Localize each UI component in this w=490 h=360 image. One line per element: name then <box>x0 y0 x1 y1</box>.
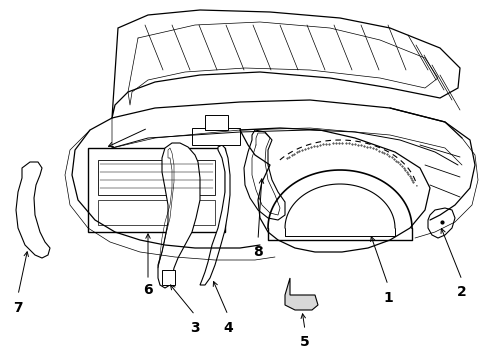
Polygon shape <box>162 270 175 285</box>
Polygon shape <box>16 162 50 258</box>
Text: 4: 4 <box>223 321 233 335</box>
Text: 5: 5 <box>300 335 310 349</box>
Polygon shape <box>112 10 460 118</box>
Text: 2: 2 <box>457 285 467 299</box>
Polygon shape <box>192 128 240 145</box>
Polygon shape <box>244 130 285 220</box>
Text: 3: 3 <box>190 321 200 335</box>
Text: 8: 8 <box>253 245 263 259</box>
Polygon shape <box>285 278 318 310</box>
Polygon shape <box>98 200 215 225</box>
Polygon shape <box>88 148 225 232</box>
Polygon shape <box>98 160 215 195</box>
Polygon shape <box>158 143 200 288</box>
Text: 1: 1 <box>383 291 393 305</box>
Polygon shape <box>205 115 228 130</box>
Text: 6: 6 <box>143 283 153 297</box>
Text: 7: 7 <box>13 301 23 315</box>
Polygon shape <box>428 208 455 238</box>
Polygon shape <box>200 145 230 285</box>
